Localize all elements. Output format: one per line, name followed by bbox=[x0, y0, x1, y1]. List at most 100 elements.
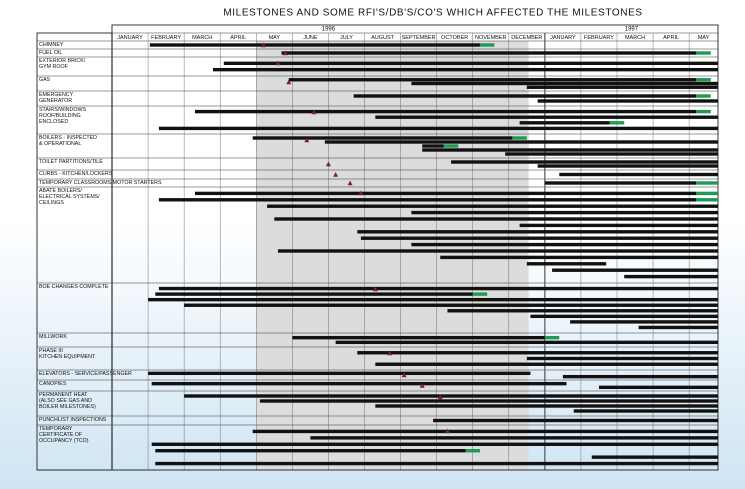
task-bar bbox=[519, 223, 718, 228]
month-label: MAY bbox=[698, 35, 710, 41]
milestone bbox=[286, 79, 292, 85]
row-label: BOE CHANGES COMPLETE bbox=[39, 284, 109, 290]
month-label: DECEMBER bbox=[511, 35, 542, 41]
task-bar bbox=[335, 340, 718, 345]
task-bar bbox=[149, 43, 480, 47]
task-bar bbox=[559, 172, 718, 177]
row-label-line: PUNCHLIST INSPECTIONS bbox=[39, 417, 107, 423]
task-bar bbox=[155, 292, 473, 296]
row-label-line: ENCLOSED bbox=[39, 119, 68, 125]
task-bar bbox=[570, 320, 718, 324]
task-bar bbox=[259, 399, 718, 403]
month-label: SEPTEMBER bbox=[402, 35, 436, 41]
task-bar bbox=[310, 436, 718, 440]
row-label-line: MILLWORK bbox=[39, 334, 67, 340]
task-bar bbox=[411, 81, 718, 86]
task-bar bbox=[440, 255, 718, 260]
month-label: FEBRUARY bbox=[584, 35, 614, 41]
task-bar bbox=[451, 160, 718, 164]
month-label: JULY bbox=[340, 35, 353, 41]
milestone bbox=[275, 60, 281, 66]
month-label: MARCH bbox=[192, 35, 212, 41]
task-bar bbox=[624, 274, 718, 279]
task-bar bbox=[288, 78, 697, 82]
row-label-line: CURBS - KITCHEN/LOCKERS bbox=[39, 171, 113, 177]
task-bar bbox=[274, 217, 718, 221]
row-label-line: TEMPORARY CLASSROOMS/MOTOR STARTERS bbox=[39, 180, 162, 186]
task-bar bbox=[562, 374, 718, 379]
task-bar bbox=[151, 442, 718, 446]
task-bar bbox=[411, 210, 718, 215]
milestone bbox=[372, 286, 378, 292]
task-bar bbox=[151, 381, 567, 386]
complete-bar bbox=[512, 136, 527, 140]
row-label-line: PERMANENT HEAT bbox=[39, 392, 88, 398]
task-bar bbox=[598, 385, 718, 390]
row-label-line: ELEVATORS - SERVICE/PASSENGER bbox=[39, 371, 132, 377]
complete-bar bbox=[479, 43, 495, 47]
milestone bbox=[437, 394, 443, 400]
milestone bbox=[419, 383, 425, 388]
row-label-line: GYM ROOF bbox=[39, 64, 69, 70]
task-bar bbox=[353, 94, 697, 98]
milestone bbox=[304, 137, 310, 143]
task-bar bbox=[155, 449, 466, 453]
milestone bbox=[358, 190, 364, 196]
task-bar bbox=[184, 303, 719, 307]
row-label: CURBS - KITCHEN/LOCKERS bbox=[39, 171, 113, 177]
complete-bar bbox=[465, 449, 480, 453]
row-label-line: BOILERS - INSPECTED bbox=[39, 135, 97, 141]
row-label-line: BOE CHANGES COMPLETE bbox=[39, 284, 109, 290]
row-label: PERMANENT HEAT (ALSO SEE GAS AND BOILER MI… bbox=[39, 392, 96, 410]
task-bar bbox=[252, 136, 513, 140]
task-bar bbox=[194, 191, 697, 196]
row-label-line: EXTERIOR BRICK/ bbox=[39, 58, 86, 64]
task-bar bbox=[252, 429, 718, 434]
row-label-line: CERTIFICATE OF bbox=[39, 432, 83, 438]
row-label-line: ELECTRICAL SYSTEMS/ bbox=[39, 194, 100, 200]
month-label: JANUARY bbox=[117, 35, 143, 41]
milestone bbox=[261, 42, 266, 48]
row-label-line: CANOPIES bbox=[39, 381, 67, 387]
task-bar bbox=[447, 309, 718, 313]
row-label: PHASE III KITCHEN EQUIPMENT bbox=[39, 348, 96, 360]
row-label-line: GENERATOR bbox=[39, 98, 72, 104]
task-bar bbox=[357, 230, 718, 234]
month-label: JUNE bbox=[303, 35, 318, 41]
chart-title: MILESTONES AND SOME RFI'S/DB'S/CO'S WHIC… bbox=[223, 8, 642, 19]
complete-bar bbox=[443, 144, 459, 148]
task-bar bbox=[519, 121, 610, 125]
month-label: MAY bbox=[269, 35, 281, 41]
task-bar bbox=[526, 262, 607, 266]
task-bar bbox=[148, 371, 531, 376]
row-label-line: CEILINGS bbox=[39, 200, 64, 206]
row-label: EMERGENCY GENERATOR bbox=[39, 92, 74, 104]
row-label-line: KITCHEN EQUIPMENT bbox=[39, 354, 96, 360]
row-label: FUEL OIL bbox=[39, 50, 62, 56]
task-bar bbox=[544, 181, 697, 185]
row-label: ELEVATORS - SERVICE/PASSENGER bbox=[39, 371, 132, 377]
month-label: FEBRUARY bbox=[151, 35, 181, 41]
task-bar bbox=[375, 362, 718, 366]
row-label: CHIMNEY bbox=[39, 42, 64, 48]
task-bar bbox=[158, 126, 719, 131]
task-bar bbox=[638, 325, 718, 330]
row-label-line: EMERGENCY bbox=[39, 92, 74, 98]
task-bar bbox=[184, 394, 719, 398]
row-label-line: TEMPORARY bbox=[39, 426, 73, 432]
milestone bbox=[282, 50, 288, 56]
month-label: JANUARY bbox=[550, 35, 576, 41]
milestone bbox=[401, 372, 407, 378]
task-bar bbox=[591, 455, 718, 459]
row-label: TOILET PARTITIONS/TILE bbox=[39, 159, 103, 165]
complete-bar bbox=[544, 335, 560, 340]
task-bar bbox=[526, 356, 718, 361]
task-bar bbox=[267, 204, 718, 208]
complete-bar bbox=[696, 78, 711, 82]
task-bar bbox=[573, 409, 718, 413]
milestone bbox=[347, 180, 353, 186]
label-frame bbox=[36, 32, 113, 471]
complete-bar bbox=[472, 292, 488, 296]
